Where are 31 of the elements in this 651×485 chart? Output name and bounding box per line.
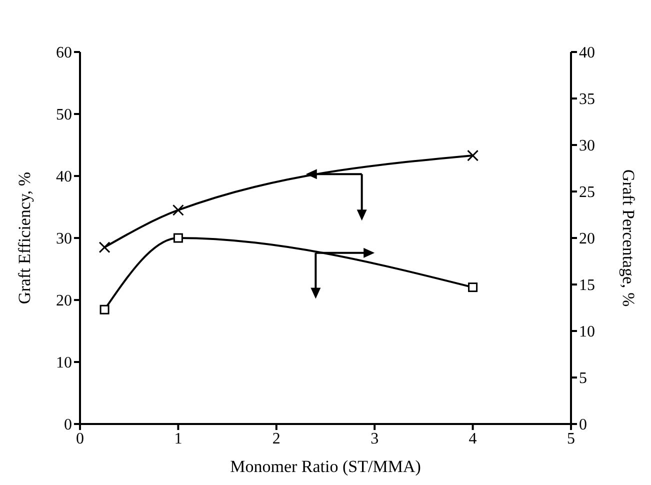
y-tick-label: 10 bbox=[56, 354, 72, 372]
y2-tick-label: 25 bbox=[579, 184, 595, 202]
x-axis-title: Monomer Ratio (ST/MMA) bbox=[230, 457, 421, 476]
point bbox=[172, 204, 184, 216]
y2-tick-label: 5 bbox=[579, 370, 587, 388]
x-tick-label: 5 bbox=[567, 430, 575, 448]
y-tick-label: 60 bbox=[56, 44, 72, 62]
x-tick-label: 1 bbox=[174, 430, 182, 448]
point bbox=[98, 242, 110, 254]
y2-tick-label: 10 bbox=[579, 324, 595, 341]
x-tick-label: 2 bbox=[272, 430, 280, 448]
y2-tick-label: 15 bbox=[579, 277, 595, 294]
y2-tick-label: 20 bbox=[579, 230, 595, 248]
x-tick-label: 3 bbox=[370, 430, 379, 448]
y-tick-label: 30 bbox=[56, 230, 72, 248]
y-tick-label: 0 bbox=[64, 416, 72, 434]
y2-tick-label: 30 bbox=[579, 138, 595, 155]
y2-tick-label: 40 bbox=[579, 44, 595, 62]
y-tick-label: 20 bbox=[56, 292, 72, 310]
point bbox=[467, 150, 479, 162]
x-tick-label: 0 bbox=[76, 430, 84, 448]
y2-tick-label: 35 bbox=[579, 91, 595, 108]
y-tick-label: 40 bbox=[56, 168, 72, 186]
point bbox=[173, 233, 183, 243]
point bbox=[468, 282, 478, 292]
x-tick-label: 4 bbox=[468, 430, 477, 448]
y-axis-title: Graft Efficiency, % bbox=[15, 172, 34, 304]
y-tick-label: 50 bbox=[56, 106, 72, 124]
point bbox=[100, 304, 110, 314]
y2-axis-title: Graft Percentage, % bbox=[619, 169, 638, 307]
y2-tick-label: 0 bbox=[579, 416, 587, 434]
